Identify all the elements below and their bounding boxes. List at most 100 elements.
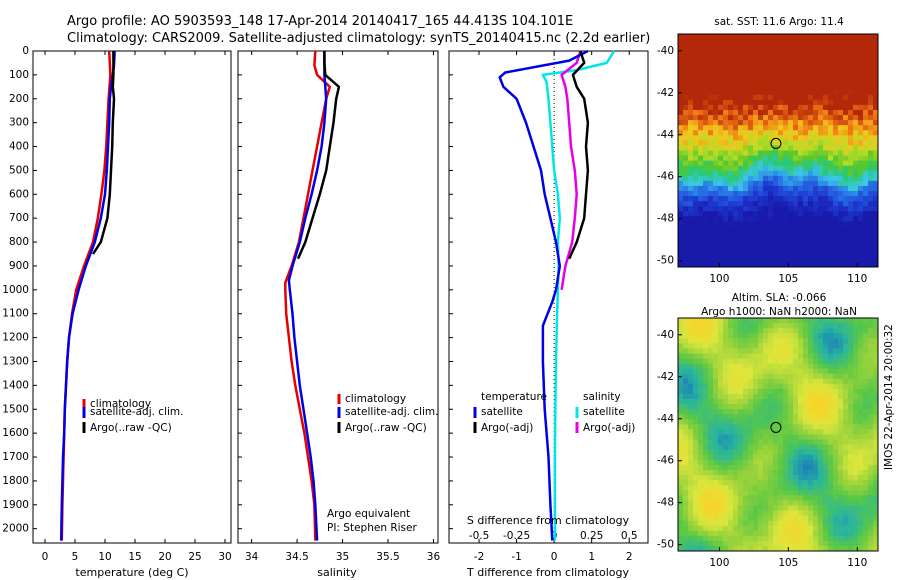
argo-position-marker — [770, 137, 782, 149]
profile-line-argo-raw-qc — [296, 51, 341, 260]
sla-map-field — [678, 318, 879, 552]
temperature-panel: 0100200300400500600700800900100011001200… — [2, 45, 231, 579]
depth-tick-label: 400 — [9, 141, 29, 153]
lat-tick-label: -46 — [657, 455, 674, 467]
salinity-legend: climatology satellite-adj. clim. Argo(..… — [337, 393, 438, 434]
depth-tick-label: 500 — [9, 164, 29, 176]
x-tick-label: 0 — [42, 551, 49, 563]
legend-satellite-label: satellite-adj. clim. — [90, 406, 183, 418]
sst-map-field — [678, 34, 879, 268]
sla-map-title: Altim. SLA: -0.066 — [732, 292, 827, 304]
depth-tick-label: 1200 — [2, 332, 29, 344]
lat-tick-label: -50 — [657, 255, 674, 267]
difference-legend: temperature satellite Argo(-adj) salinit… — [473, 391, 635, 434]
legend-satellite-label: satellite-adj. clim. — [345, 406, 438, 418]
depth-tick-label: 800 — [9, 236, 29, 248]
x-top-tick-label: 0.5 — [621, 530, 638, 542]
depth-axis: 0 100 200 300 400 500 600 700 800 900 1000 1100 1200… — [2, 45, 37, 535]
sst-map-frame — [677, 33, 879, 268]
x-tick-label: 15 — [128, 551, 141, 563]
profile-line-satellite — [541, 50, 616, 541]
sla-map-panel: Altim. SLA: -0.066 Argo h1000: NaN h2000… — [657, 292, 879, 569]
legend-temp-argo-label: Argo(-adj) — [481, 422, 533, 434]
x-tick-label: 34.5 — [285, 551, 308, 563]
lon-tick-label: 100 — [709, 273, 729, 285]
x-tick-label: 36 — [427, 551, 441, 563]
x-tick-label: 25 — [188, 551, 201, 563]
legend-argo-label: Argo(..raw -QC) — [90, 422, 172, 434]
legend-sal-argo-label: Argo(-adj) — [583, 422, 635, 434]
depth-tick-label: 200 — [9, 93, 29, 105]
x-tick-label: 34 — [245, 551, 259, 563]
sst-map-title: sat. SST: 11.6 Argo: 11.4 — [714, 16, 844, 28]
x-tick-label: 30 — [218, 551, 231, 563]
depth-tick-label: 1600 — [2, 427, 29, 439]
salinity-plot-frame — [237, 50, 439, 544]
depth-tick-label: 0 — [22, 45, 29, 57]
lat-tick-label: -50 — [657, 539, 674, 551]
x-tick-label: 20 — [158, 551, 171, 563]
profile-line-argo-adj — [568, 50, 590, 260]
x-tick-label: 10 — [98, 551, 111, 563]
x-tick-label: 2 — [626, 551, 633, 563]
x-top-tick-label: 0.25 — [580, 530, 603, 542]
profile-line-satellite-adj-clim — [59, 50, 116, 541]
depth-tick-label: 600 — [9, 188, 29, 200]
x-top-tick-label: -0.25 — [503, 530, 530, 542]
difference-panel: -2 -1 0 1 2 -0.5 -0.25 0 0.25 0.5 S difference f… — [448, 49, 649, 579]
depth-tick-label: 300 — [9, 117, 29, 129]
salinity-difference-label: S difference from climatology — [467, 514, 630, 527]
lat-tick-label: -42 — [657, 87, 674, 99]
lat-tick-label: -46 — [657, 171, 674, 183]
x-tick-label: 35.5 — [376, 551, 399, 563]
x-tick-label: 5 — [72, 551, 79, 563]
depth-tick-label: 1800 — [2, 475, 29, 487]
sst-map-panel: sat. SST: 11.6 Argo: 11.4 -40-42-44-46-4… — [657, 16, 879, 285]
sst-map-lat-axis: -40 -42 -44 -46 -48 -50 — [657, 45, 682, 267]
figure-title-line1: Argo profile: AO 5903593_148 17-Apr-2014… — [67, 14, 573, 29]
difference-series-group — [498, 49, 616, 541]
salinity-panel: 34 34.5 35 35.5 36 salinity climatology sate… — [237, 50, 441, 579]
salinity-x-label: salinity — [317, 566, 357, 579]
depth-tick-label: 700 — [9, 212, 29, 224]
legend-climatology-label: climatology — [90, 398, 151, 410]
lon-tick-label: 105 — [778, 273, 798, 285]
lat-tick-label: -44 — [657, 129, 674, 141]
x-tick-label: -1 — [511, 551, 521, 563]
temperature-difference-label: T difference from climatology — [466, 566, 629, 579]
salinity-x-axis: 34 34.5 35 35.5 36 — [238, 50, 441, 563]
depth-tick-label: 900 — [9, 260, 29, 272]
imos-watermark: IMOS 22-Apr-2014 20:00:32 — [883, 324, 895, 470]
lat-tick-label: -40 — [657, 329, 674, 341]
lon-tick-label: 105 — [778, 557, 798, 569]
temperature-x-label: temperature (deg C) — [75, 566, 188, 579]
depth-tick-label: 1300 — [2, 355, 29, 367]
x-tick-label: 1 — [588, 551, 595, 563]
sst-map-lon-axis: 100 105 110 — [709, 263, 867, 285]
pi-name-note: PI: Stephen Riser — [327, 522, 417, 534]
lon-tick-label: 100 — [709, 557, 729, 569]
sla-map-lon-axis: 100 105 110 — [709, 547, 867, 569]
depth-tick-label: 1000 — [2, 284, 29, 296]
x-tick-label: 35 — [336, 551, 349, 563]
temperature-x-axis: 0 5 10 15 20 25 30 — [42, 51, 232, 563]
depth-tick-label: 2000 — [2, 523, 29, 535]
profile-line-satellite-adj-clim — [287, 51, 328, 541]
argo-equivalent-note: Argo equivalent — [327, 508, 410, 520]
lat-tick-label: -48 — [657, 213, 674, 225]
depth-tick-label: 1500 — [2, 403, 29, 415]
legend-sal-satellite-label: satellite — [583, 406, 625, 418]
legend-argo-label: Argo(..raw -QC) — [345, 422, 427, 434]
profile-line-satellite — [498, 49, 589, 541]
lon-tick-label: 110 — [847, 557, 867, 569]
depth-tick-label: 1700 — [2, 451, 29, 463]
x-tick-label: -2 — [474, 551, 484, 563]
sla-map-subtitle: Argo h1000: NaN h2000: NaN — [701, 306, 857, 318]
temperature-series-group — [59, 50, 116, 541]
depth-tick-label: 100 — [9, 69, 29, 81]
profile-line-argo-raw-qc — [91, 51, 116, 255]
salinity-difference-x-axis: -0.5 -0.25 0 0.25 0.5 — [469, 530, 638, 542]
legend-temp-satellite-label: satellite — [481, 406, 523, 418]
temperature-legend: climatology satellite-adj. clim. Argo(..… — [82, 398, 183, 434]
